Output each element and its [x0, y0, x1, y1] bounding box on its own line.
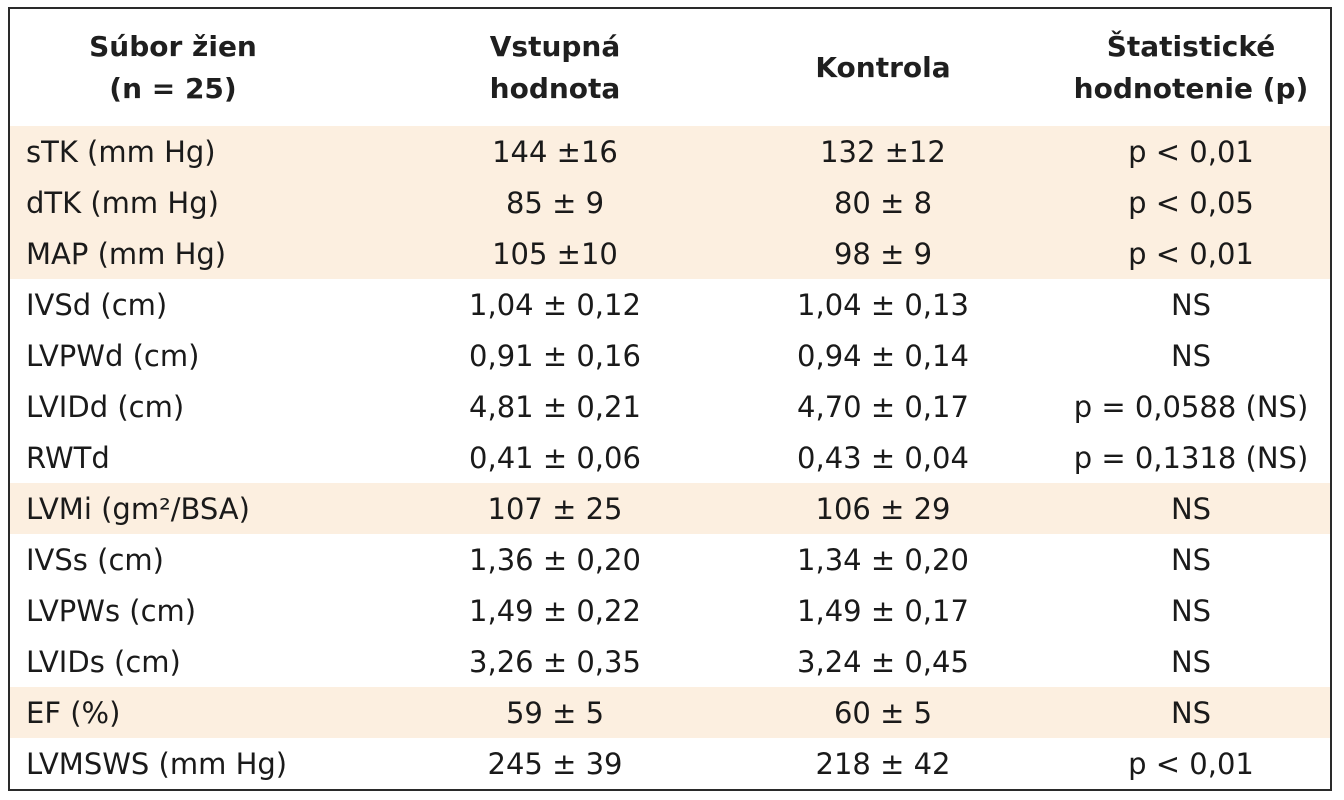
header-row: Súbor žien (n = 25) Vstupná hodnota Kont…: [10, 9, 1330, 126]
table-row: IVSd (cm) 1,04 ± 0,12 1,04 ± 0,13 NS: [10, 279, 1330, 330]
table-row: LVIDd (cm) 4,81 ± 0,21 4,70 ± 0,17 p = 0,05…: [10, 381, 1330, 432]
cell-parameter: MAP (mm Hg): [10, 228, 392, 279]
cell-statistics: NS: [1170, 644, 1212, 679]
cell-statistics: p < 0,05: [1048, 177, 1330, 228]
table-row: RWTd 0,41 ± 0,06 0,43 ± 0,04 p = 0,1318 (NS…: [10, 432, 1330, 483]
cell-baseline: 85 ± 9: [392, 177, 718, 228]
cell-baseline: 144 ±16: [392, 126, 718, 177]
cell-parameter: dTK (mm Hg): [10, 177, 392, 228]
cell-statistics: p = 0,0588 (NS): [1073, 389, 1309, 424]
cell-baseline: 4,81 ± 0,21: [469, 389, 641, 424]
cell-statistics: NS: [1170, 338, 1212, 373]
table-row: LVMSWS (mm Hg) 245 ± 39 218 ± 42 p < 0,01: [10, 738, 1330, 789]
cell-statistics: NS: [1170, 593, 1212, 628]
header-cohort-line2: (n = 25): [109, 71, 237, 105]
cell-control: 132 ±12: [718, 126, 1048, 177]
table-row: LVIDs (cm) 3,26 ± 0,35 3,24 ± 0,45 NS: [10, 636, 1330, 687]
cell-control: 3,24 ± 0,45: [797, 644, 969, 679]
results-table: Súbor žien (n = 25) Vstupná hodnota Kont…: [10, 9, 1330, 789]
cell-parameter: sTK (mm Hg): [10, 126, 392, 177]
table-row: LVPWs (cm) 1,49 ± 0,22 1,49 ± 0,17 NS: [10, 585, 1330, 636]
cell-control: 80 ± 8: [718, 177, 1048, 228]
cell-statistics: p < 0,01: [1048, 228, 1330, 279]
cell-control: 1,04 ± 0,13: [797, 287, 969, 322]
cell-control: 98 ± 9: [718, 228, 1048, 279]
cell-control: 218 ± 42: [815, 746, 951, 781]
cell-baseline: 1,36 ± 0,20: [469, 542, 641, 577]
cell-statistics: NS: [1170, 542, 1212, 577]
header-statistics-line2: hodnotenie (p): [1073, 71, 1309, 105]
cell-parameter: LVPWd (cm): [26, 338, 200, 373]
cell-control: 4,70 ± 0,17: [797, 389, 969, 424]
cell-control: 106 ± 29: [718, 483, 1048, 534]
header-cohort: Súbor žien (n = 25): [10, 9, 392, 126]
cell-parameter: LVIDs (cm): [26, 644, 181, 679]
cell-parameter: LVMSWS (mm Hg): [26, 746, 288, 781]
cell-parameter: LVPWs (cm): [26, 593, 197, 628]
table-row: LVMi (gm²/BSA) 107 ± 25 106 ± 29 NS: [10, 483, 1330, 534]
header-baseline-line2: hodnota: [489, 71, 621, 105]
table-frame: Súbor žien (n = 25) Vstupná hodnota Kont…: [8, 7, 1332, 791]
cell-parameter: IVSd (cm): [26, 287, 168, 322]
cell-baseline: 3,26 ± 0,35: [469, 644, 641, 679]
cell-statistics: p = 0,1318 (NS): [1073, 440, 1309, 475]
table-header: Súbor žien (n = 25) Vstupná hodnota Kont…: [10, 9, 1330, 126]
cell-baseline: 0,91 ± 0,16: [469, 338, 641, 373]
header-baseline-line1: Vstupná: [489, 29, 621, 63]
header-cohort-line1: Súbor žien: [89, 29, 257, 63]
cell-baseline: 107 ± 25: [392, 483, 718, 534]
cell-control: 1,49 ± 0,17: [797, 593, 969, 628]
cell-statistics: p < 0,01: [1048, 126, 1330, 177]
cell-baseline: 1,49 ± 0,22: [469, 593, 641, 628]
cell-baseline: 245 ± 39: [487, 746, 623, 781]
table-row: LVPWd (cm) 0,91 ± 0,16 0,94 ± 0,14 NS: [10, 330, 1330, 381]
cell-baseline: 105 ±10: [392, 228, 718, 279]
header-baseline: Vstupná hodnota: [392, 9, 718, 126]
cell-baseline: 59 ± 5: [392, 687, 718, 738]
cell-parameter: LVMi (gm²/BSA): [10, 483, 392, 534]
cell-statistics: p < 0,01: [1128, 746, 1254, 781]
cell-control: 0,94 ± 0,14: [797, 338, 969, 373]
cell-baseline: 0,41 ± 0,06: [469, 440, 641, 475]
cell-statistics: NS: [1048, 687, 1330, 738]
header-statistics: Štatistické hodnotenie (p): [1048, 9, 1330, 126]
table-row: sTK (mm Hg) 144 ±16 132 ±12 p < 0,01: [10, 126, 1330, 177]
cell-control: 60 ± 5: [718, 687, 1048, 738]
table-body: sTK (mm Hg) 144 ±16 132 ±12 p < 0,01 dTK (mm…: [10, 126, 1330, 789]
cell-parameter: RWTd: [26, 440, 110, 475]
header-statistics-line1: Štatistické: [1106, 29, 1276, 63]
cell-statistics: NS: [1170, 287, 1212, 322]
header-control: Kontrola: [718, 9, 1048, 126]
cell-parameter: IVSs (cm): [26, 542, 164, 577]
cell-parameter: LVIDd (cm): [26, 389, 185, 424]
cell-control: 0,43 ± 0,04: [797, 440, 969, 475]
cell-control: 1,34 ± 0,20: [797, 542, 969, 577]
table-row: EF (%) 59 ± 5 60 ± 5 NS: [10, 687, 1330, 738]
header-control-line1: Kontrola: [815, 50, 951, 84]
cell-baseline: 1,04 ± 0,12: [469, 287, 641, 322]
table-row: IVSs (cm) 1,36 ± 0,20 1,34 ± 0,20 NS: [10, 534, 1330, 585]
cell-parameter: EF (%): [10, 687, 392, 738]
cell-statistics: NS: [1048, 483, 1330, 534]
